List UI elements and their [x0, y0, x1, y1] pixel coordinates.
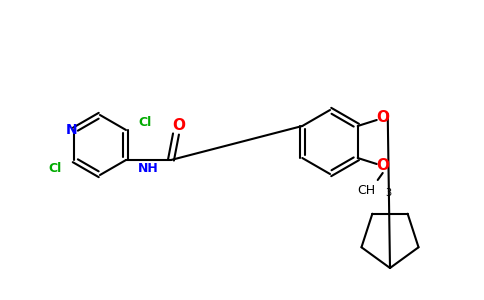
Text: N: N	[66, 123, 78, 137]
Text: O: O	[376, 110, 389, 125]
Text: CH: CH	[358, 184, 376, 197]
Text: 3: 3	[386, 188, 392, 198]
Text: O: O	[172, 118, 185, 133]
Text: O: O	[376, 158, 389, 173]
Text: Cl: Cl	[138, 116, 151, 128]
Text: Cl: Cl	[49, 161, 62, 175]
Text: NH: NH	[138, 163, 159, 176]
